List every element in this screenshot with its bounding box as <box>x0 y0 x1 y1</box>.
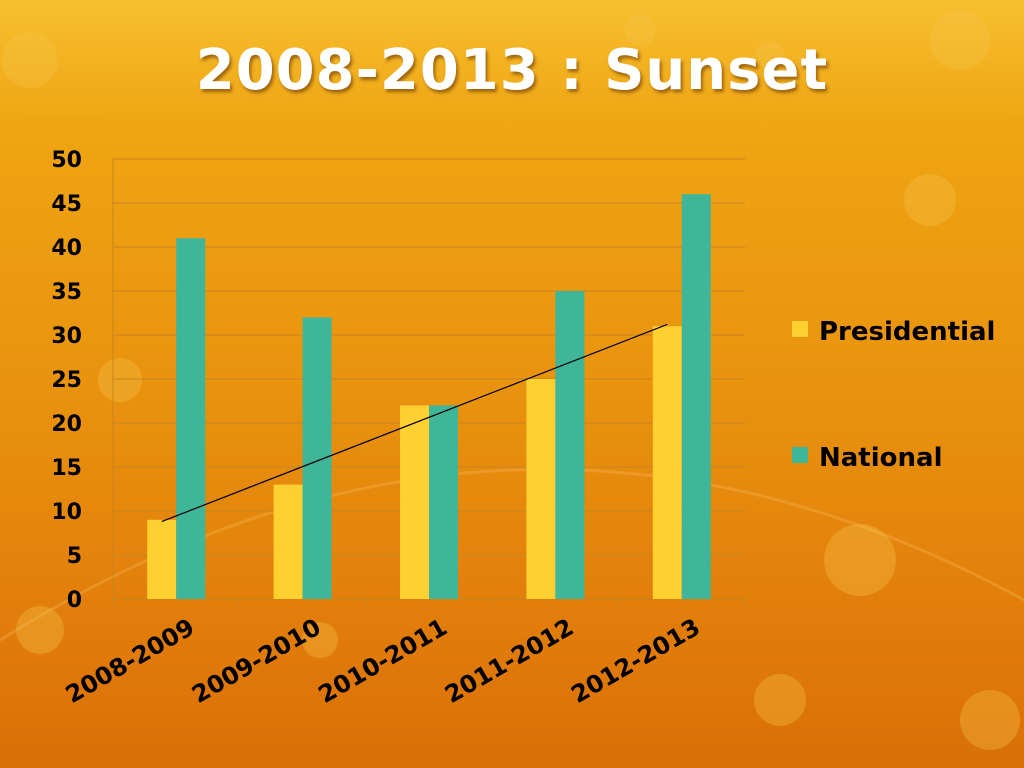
y-tick-label: 15 <box>51 456 82 481</box>
bar-national-2008-2009 <box>176 238 206 599</box>
legend-swatch-national <box>792 447 808 463</box>
flower-decoration <box>2 10 1020 750</box>
trendline-presidential <box>161 323 668 523</box>
bar-presidential-2009-2010 <box>273 484 303 599</box>
bar-national-2012-2013 <box>681 194 711 599</box>
x-axis-ticks: 2008-20092009-20102010-20112011-20122012… <box>61 613 705 709</box>
legend: Presidential National <box>792 317 995 473</box>
bar-presidential-2008-2009 <box>147 519 177 599</box>
y-tick-label: 20 <box>51 412 82 437</box>
x-tick-label: 2008-2009 <box>61 613 199 709</box>
bar-presidential-2011-2012 <box>526 379 556 599</box>
legend-label-presidential: Presidential <box>819 317 995 347</box>
bar-presidential-2012-2013 <box>652 326 682 599</box>
slide-title: 2008-2013 : Sunset <box>195 38 829 103</box>
y-tick-label: 50 <box>51 148 82 173</box>
bar-national-2010-2011 <box>429 405 458 599</box>
y-tick-label: 45 <box>51 192 82 217</box>
y-tick-label: 30 <box>51 324 82 349</box>
trendline <box>161 323 668 523</box>
x-tick-label: 2009-2010 <box>187 613 325 709</box>
bar-national-2011-2012 <box>555 291 585 599</box>
y-axis-ticks: 0 5 10 15 20 25 30 35 40 45 50 <box>51 148 82 613</box>
y-tick-label: 35 <box>51 280 82 305</box>
x-tick-label: 2011-2012 <box>440 613 578 709</box>
legend-swatch-presidential <box>792 321 808 337</box>
y-tick-label: 10 <box>51 500 82 525</box>
bar-national-2009-2010 <box>302 317 332 599</box>
x-tick-label: 2012-2013 <box>566 613 704 709</box>
bars <box>147 194 711 599</box>
y-tick-label: 5 <box>67 544 82 569</box>
legend-label-national: National <box>819 443 942 473</box>
bar-presidential-2010-2011 <box>400 405 429 599</box>
y-tick-label: 40 <box>51 236 82 261</box>
y-tick-label: 25 <box>51 368 82 393</box>
y-tick-label: 0 <box>67 588 82 613</box>
x-tick-label: 2010-2011 <box>314 613 452 709</box>
